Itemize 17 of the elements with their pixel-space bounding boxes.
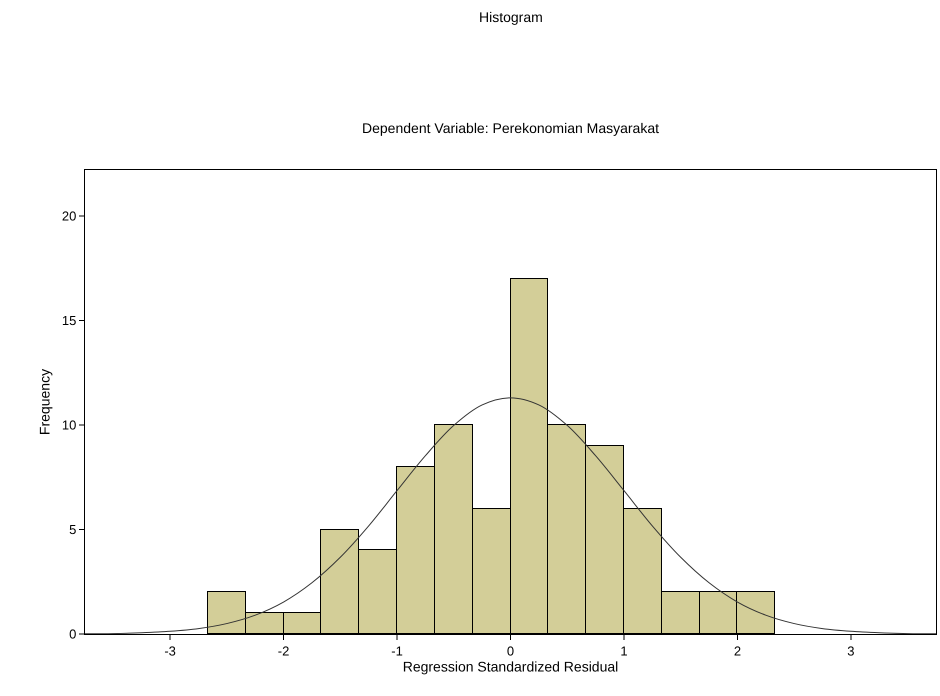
y-tick-label: 5: [69, 522, 76, 538]
x-axis-title: Regression Standardized Residual: [402, 658, 618, 675]
line-series: [85, 397, 936, 634]
x-tick-label: 1: [620, 644, 628, 659]
chart-title: Histogram: [479, 9, 543, 25]
x-tick-label: 2: [734, 644, 742, 659]
y-tick-label: 10: [62, 418, 76, 433]
y-tick-label: 15: [62, 313, 76, 328]
x-tick-label: -3: [164, 644, 176, 659]
x-tick-label: -1: [391, 644, 403, 659]
chart-subtitle: Dependent Variable: Perekonomian Masyarakat: [362, 120, 660, 136]
x-tick-label: 3: [847, 644, 855, 659]
y-axis-title: Frequency: [36, 368, 53, 436]
y-tick-label: 0: [69, 626, 76, 642]
x-tick-label: 0: [506, 644, 514, 659]
x-tick-label: -2: [278, 644, 290, 659]
y-tick-label: 20: [62, 208, 76, 224]
